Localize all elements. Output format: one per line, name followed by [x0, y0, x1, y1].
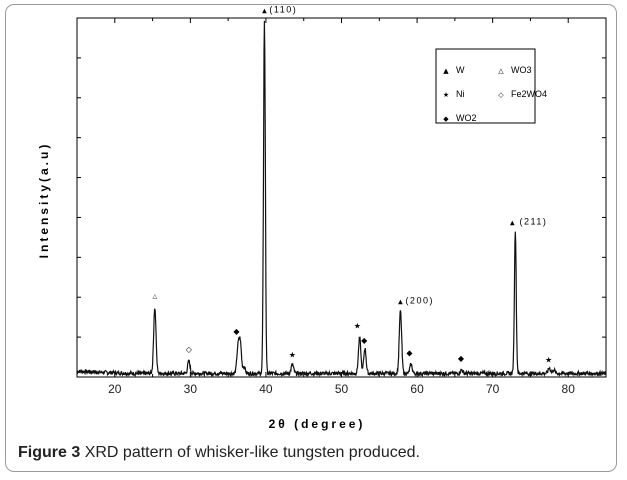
legend: ▲ W △ WO3★ Ni ◇ Fe2WO4◆ WO2 — [435, 48, 547, 124]
diffraction-line — [76, 20, 607, 378]
x-tick-label: 60 — [410, 382, 424, 396]
x-tick-label: 50 — [335, 382, 349, 396]
legend-label: WO3 — [511, 65, 532, 75]
y-axis-ticks — [77, 57, 606, 338]
x-tick-label: 80 — [562, 382, 576, 396]
peak-marker: ★ — [354, 322, 361, 331]
legend-box — [435, 48, 536, 124]
legend-label: Fe2WO4 — [511, 89, 547, 99]
peak-annotation: (200) — [405, 295, 434, 305]
x-axis-label: 2θ (degree) — [269, 417, 366, 431]
peak-marker: ★ — [545, 356, 552, 365]
legend-entry: ◆ WO2 — [443, 113, 476, 123]
figure-caption: Figure 3 XRD pattern of whisker-like tun… — [18, 444, 420, 462]
peak-annotations: (110) (200) (211) — [269, 5, 548, 306]
peak-marker: ◆ — [458, 354, 465, 363]
peak-marker: ▲ — [398, 298, 403, 305]
peak-markers: △◇◆▲★★◆▲◆◆▲★ — [153, 8, 553, 365]
peak-marker: ◇ — [186, 345, 193, 354]
legend-marker: ★ — [443, 91, 449, 99]
peak-marker: ◆ — [406, 348, 413, 357]
x-tick-label: 30 — [184, 382, 198, 396]
legend-marker: ▲ — [443, 67, 449, 75]
caption-label: Figure 3 — [18, 444, 81, 461]
legend-entry: ★ Ni — [443, 89, 465, 99]
y-axis-label: Intensity(a.u) — [37, 142, 51, 259]
legend-marker: ◆ — [443, 115, 449, 123]
peak-annotation: (110) — [269, 5, 297, 15]
x-tick-label: 20 — [108, 382, 122, 396]
peak-marker: ▲ — [262, 8, 267, 15]
peak-marker: ★ — [289, 350, 296, 359]
legend-entry: ▲ W — [443, 65, 465, 75]
xrd-chart: 20 30 40 50 60 70 80 △◇◆▲★★◆▲◆◆▲★ (110)(200)(2… — [37, 5, 607, 431]
x-tick-label: 40 — [259, 382, 273, 396]
peak-marker: △ — [153, 293, 158, 300]
x-tick-label: 70 — [486, 382, 500, 396]
legend-label: W — [456, 65, 465, 75]
caption-text: XRD pattern of whisker-like tungsten pro… — [84, 444, 420, 461]
peak-annotation: (211) — [520, 216, 548, 226]
legend-label: Ni — [456, 89, 465, 99]
peak-marker: ◆ — [233, 327, 240, 336]
legend-label: WO2 — [456, 113, 477, 123]
legend-entry: ◇ Fe2WO4 — [498, 89, 547, 99]
legend-marker: △ — [498, 67, 504, 75]
x-axis-tick-labels: 20 30 40 50 60 70 80 — [108, 382, 575, 396]
legend-marker: ◇ — [498, 91, 504, 99]
legend-entry: △ WO3 — [498, 65, 531, 75]
peak-marker: ◆ — [361, 336, 368, 345]
peak-marker: ▲ — [510, 219, 515, 226]
